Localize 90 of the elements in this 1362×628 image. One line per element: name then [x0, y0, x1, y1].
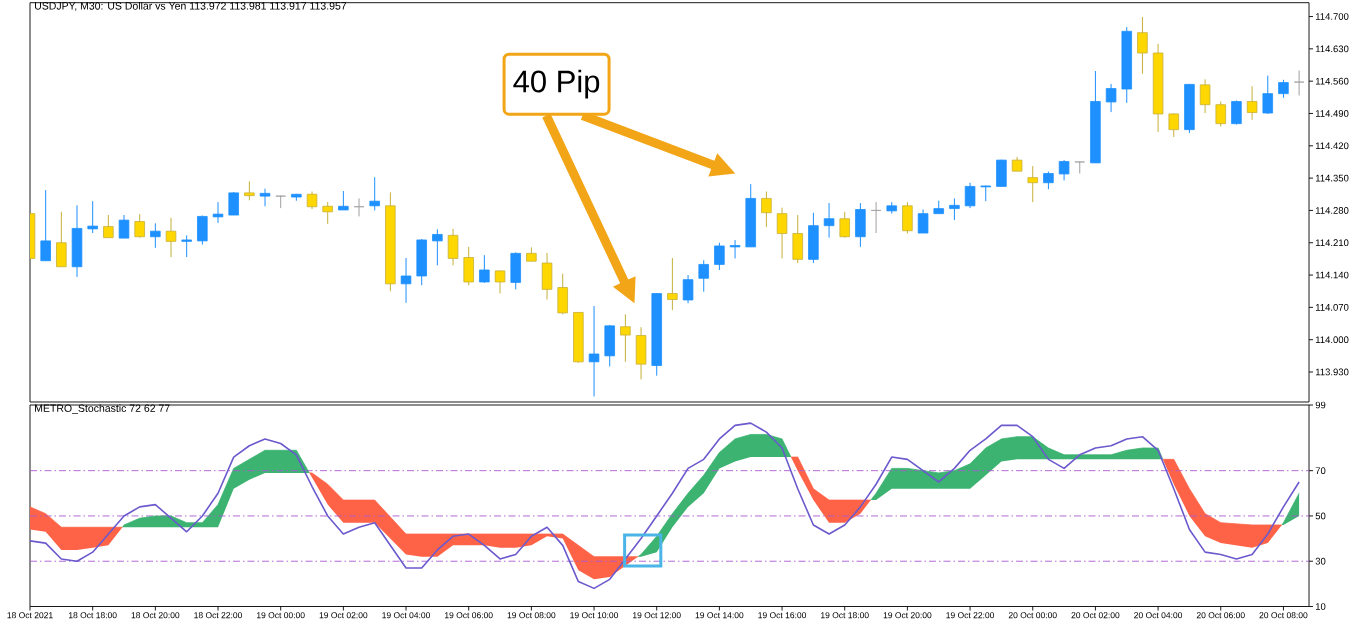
candlestick	[729, 239, 741, 259]
candlestick	[259, 188, 271, 207]
chart-title: METRO_Stochastic 72 62 77	[35, 404, 170, 414]
candlestick	[1105, 83, 1117, 113]
x-tick-label: 20 Oct 04:00	[1134, 612, 1183, 619]
candlestick	[1246, 85, 1258, 121]
y-tick-label: 114.630	[1315, 45, 1349, 53]
candlestick	[369, 176, 380, 211]
y-tick-label: 10	[1315, 603, 1326, 610]
x-tick-label: 19 Oct 08:00	[507, 612, 556, 619]
x-tick-label: 19 Oct 06:00	[445, 612, 493, 619]
y-tick-label: 113.930	[1315, 368, 1349, 376]
candlestick	[1215, 100, 1227, 127]
x-tick-label: 19 Oct 14:00	[695, 612, 744, 619]
candlestick	[823, 202, 835, 239]
x-tick-label: 19 Oct 18:00	[821, 612, 869, 619]
x-tick-label: 20 Oct 06:00	[1196, 612, 1245, 619]
candlestick	[1231, 100, 1242, 126]
candlestick	[949, 197, 960, 221]
candlestick	[118, 214, 130, 239]
x-tick-label: 19 Oct 10:00	[570, 612, 619, 619]
candlestick	[682, 274, 694, 304]
candlestick	[432, 228, 443, 266]
candlestick	[620, 313, 631, 363]
candlestick	[1168, 112, 1180, 138]
candlestick	[103, 214, 114, 239]
candlestick	[1278, 79, 1289, 99]
y-tick-label: 114.350	[1315, 174, 1349, 182]
chart-title: USDJPY, M30: US Dollar vs Yen 113.972 113.981 113.917 113.957	[35, 1, 347, 11]
x-tick-label: 19 Oct 02:00	[319, 612, 368, 619]
candlestick	[165, 217, 177, 258]
candlestick	[479, 254, 490, 284]
candlestick	[1137, 16, 1148, 75]
candlestick	[56, 211, 67, 268]
candlestick	[447, 228, 459, 266]
candlestick	[275, 195, 286, 209]
y-tick-label: 114.280	[1315, 207, 1349, 214]
candlestick	[761, 191, 772, 228]
candlestick	[338, 190, 349, 211]
y-tick-label: 114.420	[1315, 142, 1349, 150]
y-tick-label: 114.140	[1315, 271, 1349, 279]
candlestick	[134, 213, 145, 239]
y-tick-label: 114.490	[1315, 110, 1349, 117]
candlestick	[353, 197, 365, 217]
candlestick	[698, 259, 709, 293]
candlestick	[181, 234, 192, 258]
candlestick	[917, 209, 929, 234]
candlestick	[1262, 75, 1274, 115]
x-tick-label: 19 Oct 12:00	[633, 612, 681, 619]
x-tick-label: 20 Oct 08:00	[1259, 612, 1308, 619]
x-tick-label: 19 Oct 22:00	[946, 612, 995, 619]
candlestick	[870, 201, 882, 234]
x-tick-label: 20 Oct 02:00	[1071, 612, 1120, 619]
x-tick-label: 18 Oct 20:00	[131, 612, 180, 619]
y-tick-label: 70	[1315, 467, 1326, 475]
candlestick	[40, 189, 51, 262]
y-tick-label: 30	[1315, 557, 1326, 565]
candlestick	[839, 211, 850, 239]
y-tick-label: 114.700	[1315, 13, 1349, 20]
x-tick-label: 19 Oct 20:00	[883, 612, 932, 619]
candlestick	[87, 200, 98, 234]
candlestick	[714, 242, 725, 271]
candlestick	[244, 180, 255, 201]
candlestick	[150, 222, 161, 249]
annotation: 40 Pip	[513, 69, 600, 99]
x-tick-label: 18 Oct 2021	[7, 612, 53, 619]
candlestick	[776, 207, 788, 259]
x-tick-label: 19 Oct 04:00	[382, 612, 431, 619]
y-tick-label: 99	[1315, 401, 1326, 409]
y-tick-label: 114.210	[1315, 239, 1349, 247]
y-tick-label: 114.070	[1315, 303, 1349, 311]
candlestick	[1199, 78, 1211, 114]
candlestick	[400, 257, 412, 304]
y-tick-label: 114.000	[1315, 336, 1349, 344]
candlestick	[1027, 165, 1039, 203]
x-tick-label: 18 Oct 22:00	[194, 612, 243, 619]
candlestick	[667, 257, 678, 311]
candlestick	[494, 269, 506, 295]
candlestick	[1293, 70, 1305, 96]
y-tick-label: 50	[1315, 512, 1326, 520]
candlestick	[588, 305, 600, 397]
x-tick-label: 19 Oct 16:00	[758, 612, 807, 619]
candlestick	[322, 201, 333, 225]
x-tick-label: 20 Oct 00:00	[1008, 612, 1057, 619]
candlestick	[212, 201, 224, 224]
y-tick-label: 114.560	[1315, 77, 1349, 85]
candlestick	[964, 182, 976, 209]
candlestick	[1058, 159, 1070, 181]
x-tick-label: 18 Oct 18:00	[68, 612, 117, 619]
x-tick-label: 19 Oct 00:00	[256, 612, 305, 619]
